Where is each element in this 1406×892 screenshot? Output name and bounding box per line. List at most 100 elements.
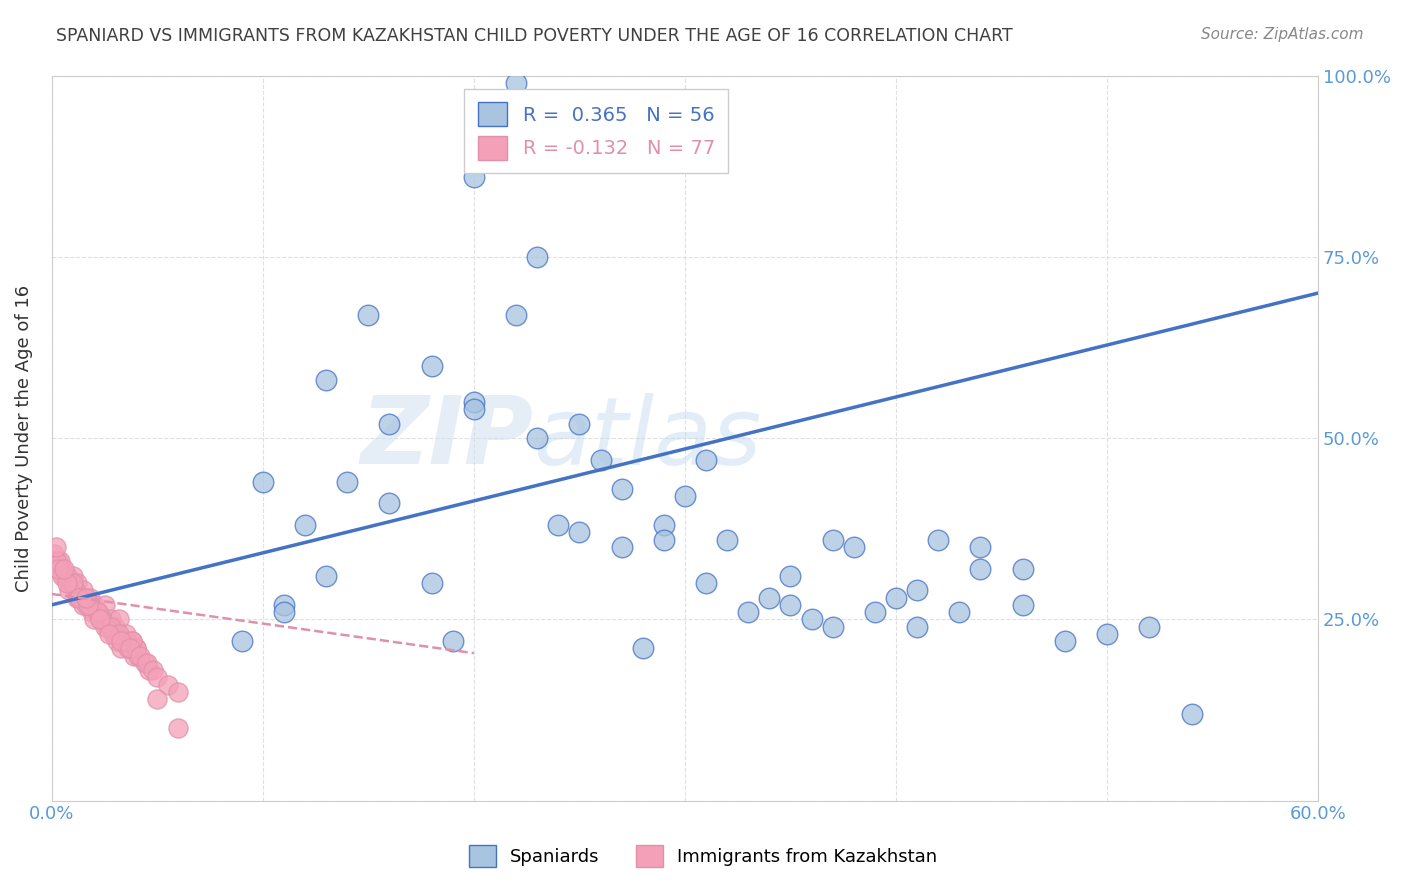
Point [59,576,82,591]
Point [905,619,928,633]
Point [1137,619,1160,633]
Point [231,634,253,648]
Point [463,402,485,417]
Point [108,612,131,626]
Point [716,533,738,547]
Point [800,612,823,626]
Point [336,475,359,489]
Point [79,598,101,612]
Point [101,627,124,641]
Point [505,76,527,90]
Point [273,598,295,612]
Point [294,518,316,533]
Point [927,533,949,547]
Point [121,634,143,648]
Point [969,561,991,575]
Point [142,663,165,677]
Point [96,619,118,633]
Point [112,634,135,648]
Point [315,373,337,387]
Point [108,627,131,641]
Point [737,605,759,619]
Point [526,431,548,445]
Point [378,417,401,431]
Point [463,394,485,409]
Point [87,605,110,619]
Point [62,569,84,583]
Point [97,619,120,633]
Point [110,634,132,648]
Point [67,591,90,605]
Point [463,169,485,184]
Point [51,561,73,575]
Point [357,308,380,322]
Point [948,605,970,619]
Point [125,641,148,656]
Point [526,250,548,264]
Point [547,518,569,533]
Point [125,641,148,656]
Point [863,605,886,619]
Point [66,591,89,605]
Point [695,452,717,467]
Point [127,648,149,663]
Point [1053,634,1076,648]
Point [55,576,77,591]
Point [58,583,80,598]
Point [122,648,145,663]
Point [135,656,157,670]
Point [114,627,136,641]
Point [821,619,844,633]
Point [110,641,132,656]
Text: atlas: atlas [533,392,761,483]
Point [83,612,105,626]
Point [273,605,295,619]
Point [80,605,103,619]
Point [505,308,527,322]
Point [114,634,136,648]
Point [97,627,120,641]
Point [1011,561,1033,575]
Point [146,670,169,684]
Point [76,598,98,612]
Point [72,598,94,612]
Point [89,612,111,626]
Text: ZIP: ZIP [360,392,533,484]
Point [589,452,612,467]
Point [67,591,90,605]
Point [842,540,865,554]
Point [55,569,77,583]
Point [568,525,591,540]
Point [45,540,67,554]
Point [378,496,401,510]
Point [652,533,675,547]
Point [420,576,443,591]
Point [779,598,801,612]
Point [631,641,654,656]
Point [53,561,76,575]
Point [79,591,101,605]
Point [83,598,105,612]
Point [1180,706,1202,721]
Point [610,540,633,554]
Point [63,583,86,598]
Point [118,641,141,656]
Point [46,554,69,568]
Point [100,619,122,633]
Legend: Spaniards, Immigrants from Kazakhstan: Spaniards, Immigrants from Kazakhstan [461,838,945,874]
Point [252,475,274,489]
Point [134,656,156,670]
Point [89,612,111,626]
Point [117,641,139,656]
Point [76,598,98,612]
Point [652,518,675,533]
Point [779,569,801,583]
Point [146,692,169,706]
Point [821,533,844,547]
Point [42,547,65,561]
Point [66,576,89,591]
Point [87,605,110,619]
Point [105,634,128,648]
Point [167,685,190,699]
Point [70,591,93,605]
